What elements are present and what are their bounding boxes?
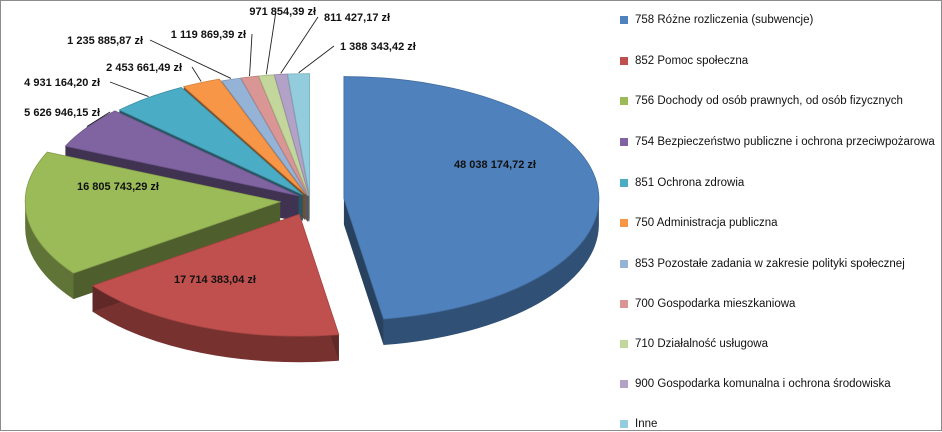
pie-slice-9 [258, 74, 310, 196]
leader-line [298, 45, 335, 74]
slice-side [25, 201, 74, 300]
slice-wall [343, 198, 384, 346]
pie-slice-5 [118, 87, 304, 196]
data-label: 1 235 885,87 zł [67, 35, 143, 47]
legend-label: 750 Administracja publiczna [635, 217, 778, 229]
legend-label: 756 Dochody od osób prawnych, od osób fi… [635, 95, 903, 107]
pie-slice-1 [343, 76, 600, 320]
legend-label: 900 Gospodarka komunalna i ochrona środo… [635, 378, 891, 390]
legend-swatch [620, 380, 628, 388]
legend-label: 758 Różne rozliczenia (subwencje) [635, 14, 814, 26]
slice-side [92, 285, 339, 363]
slice-side [383, 198, 599, 346]
legend-swatch [620, 138, 628, 146]
legend-swatch [620, 97, 628, 105]
legend-label: 754 Bezpieczeństwo publiczne i ochrona p… [635, 136, 935, 148]
legend-swatch [620, 57, 628, 65]
legend-swatch [620, 340, 628, 348]
chart-legend: 758 Różne rozliczenia (subwencje) 852 Pom… [620, 0, 940, 431]
leader-line [265, 10, 277, 75]
pie-slice-11 [287, 73, 311, 196]
data-label: 48 038 174,72 zł [454, 159, 536, 171]
data-label: 16 805 743,29 zł [77, 181, 159, 193]
data-label: 17 714 383,04 zł [174, 274, 256, 286]
pie-slice-10 [273, 73, 310, 196]
pie-tops [24, 73, 600, 337]
data-label: 1 388 343,42 zł [340, 41, 416, 53]
pie-slice-3 [24, 151, 282, 274]
data-labels: 48 038 174,72 zł 17 714 383,04 zł 16 805 7… [24, 6, 536, 286]
legend-swatch [620, 420, 628, 428]
pie-slice-8 [240, 75, 309, 196]
data-label: 2 453 661,49 zł [106, 62, 182, 74]
legend-swatch [620, 16, 628, 24]
leader-line [109, 81, 149, 97]
data-label: 5 626 946,15 zł [24, 107, 100, 119]
legend-swatch [620, 300, 628, 308]
legend-label: 700 Gospodarka mieszkaniowa [635, 298, 796, 310]
legend-swatch [620, 219, 628, 227]
data-label: 971 854,39 zł [249, 6, 316, 18]
data-label: 4 931 164,20 zł [24, 77, 100, 89]
legend-label: 710 Działalność usługowa [635, 338, 768, 350]
leader-line [249, 33, 253, 77]
legend-label: Inne [635, 418, 658, 430]
legend-label: 852 Pomoc społeczna [635, 55, 749, 67]
pie-slice-4 [64, 110, 299, 197]
data-label: 811 427,17 zł [324, 12, 390, 24]
pie-chart: 48 038 174,72 zł 17 714 383,04 zł 16 805 7… [24, 6, 600, 363]
legend-swatch [620, 260, 628, 268]
leader-line [149, 39, 232, 79]
data-label: 1 119 869,39 zł [171, 29, 246, 41]
leader-line [86, 111, 111, 127]
leader-line [191, 66, 202, 82]
pie-slice-7 [220, 77, 308, 197]
legend-label: 853 Pozostałe zadania w zakresie polityk… [635, 258, 905, 270]
leader-line [280, 16, 319, 74]
legend-label: 851 Ochrona zdrowia [635, 177, 745, 189]
pie-slice-6 [182, 78, 306, 195]
legend-swatch [620, 179, 628, 187]
pie-slice-2 [91, 213, 340, 337]
